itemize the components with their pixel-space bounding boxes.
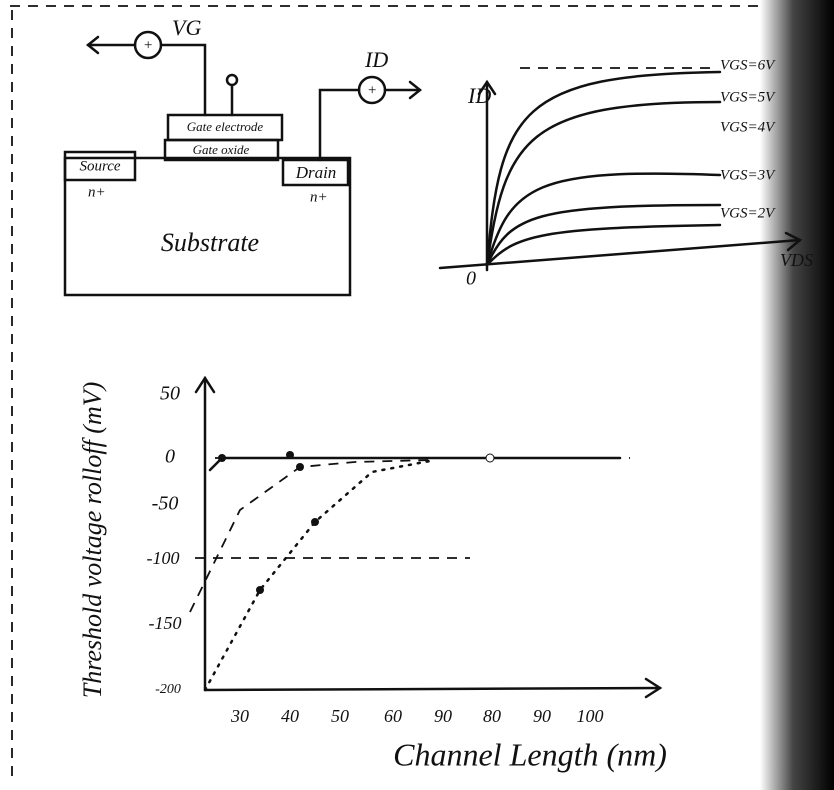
iv-curve	[485, 172, 722, 267]
threshold-plot: 50 0 -50 -100 -150 -200 30 40 50 60 90 8…	[78, 375, 667, 772]
y-tick-label: 0	[165, 446, 175, 468]
y-tick-label: -100	[147, 548, 180, 568]
curve-label: VGS=2V	[720, 205, 776, 221]
iv-curve	[485, 223, 722, 267]
sign-label: +	[367, 82, 377, 98]
drain-region	[281, 158, 350, 187]
axis-arrow	[644, 677, 663, 699]
axis-arrow	[784, 231, 803, 252]
source-region	[63, 150, 137, 182]
substrate-body	[63, 156, 352, 297]
gate-electrode-label: Gate electrode	[187, 119, 264, 134]
iv-curve	[485, 100, 722, 267]
curve-label: VGS=3V	[720, 167, 776, 183]
x-tick-label: 60	[384, 706, 402, 726]
gate-voltage-label: VG	[172, 15, 201, 40]
point	[256, 586, 264, 594]
origin-label: 0	[466, 268, 476, 290]
point	[218, 454, 226, 462]
y-tick-label: -50	[152, 493, 179, 515]
page-shadow	[760, 0, 834, 790]
gate-oxide-label: Gate oxide	[193, 142, 250, 157]
mosfet: VG + + ID Gate electrode Gate oxide Sour…	[63, 15, 423, 297]
curve	[203, 458, 437, 692]
x-axis	[203, 686, 662, 692]
drain-wire	[318, 88, 361, 162]
doping-label: n+	[310, 189, 328, 205]
y-axis-label: Threshold voltage rolloff (mV)	[78, 382, 107, 699]
gate-electrode-layer	[166, 113, 284, 142]
gate-wire	[159, 43, 207, 117]
curve-label: VGS=5V	[720, 89, 776, 105]
gate-arrow-head	[85, 35, 100, 55]
y-tick-label: 50	[160, 383, 180, 405]
point	[296, 463, 304, 471]
y-tick-label: -150	[149, 613, 182, 633]
point	[311, 518, 319, 526]
sign-label: +	[143, 37, 153, 53]
x-tick-label: 90	[533, 706, 551, 726]
y-axis-label: ID	[467, 83, 491, 108]
point	[286, 451, 294, 459]
x-axis	[438, 238, 802, 270]
iv-curve	[485, 203, 722, 267]
substrate-label: Substrate	[161, 228, 259, 257]
drain-current-label: ID	[364, 47, 388, 72]
x-tick-label: 80	[483, 706, 501, 726]
x-tick-label: 50	[331, 706, 349, 726]
axis-arrow	[194, 375, 216, 394]
axis-arrow	[477, 79, 497, 96]
x-axis-label: Channel Length (nm)	[393, 736, 667, 772]
source-label: Source	[79, 158, 120, 174]
doping-label: n+	[88, 184, 106, 200]
curve-label: VGS=6V	[720, 57, 776, 73]
x-tick-label: 90	[434, 706, 452, 726]
x-axis-label: VDS	[780, 250, 813, 270]
iv-curve	[485, 70, 722, 267]
x-tick-label: 100	[577, 706, 604, 726]
x-tick-label: 30	[230, 706, 249, 726]
point	[485, 453, 495, 463]
drain-label: Drain	[295, 163, 337, 182]
x-tick-label: 40	[281, 706, 299, 726]
y-tick-label: -200	[155, 682, 181, 697]
drain-arrow-head	[408, 80, 423, 100]
gate-contact-pin	[225, 73, 239, 87]
iv-plot: ID VDS 0 VGS=6V VGS=5V VGS=4V VGS=3V VGS…	[438, 57, 813, 290]
curve-label: VGS=4V	[720, 119, 776, 135]
